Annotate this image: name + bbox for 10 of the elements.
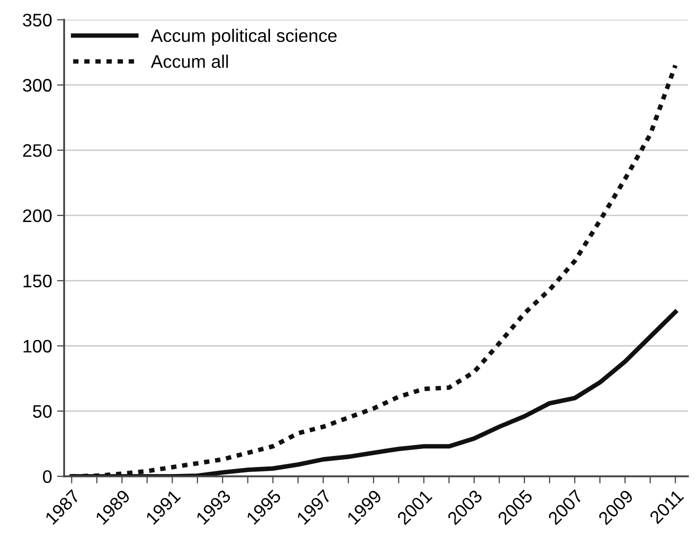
y-tick-label: 300 xyxy=(22,78,52,92)
y-tick-label: 250 xyxy=(23,144,52,157)
y-tick-label: 200 xyxy=(23,209,52,222)
legend-label: Accum all xyxy=(150,54,228,68)
y-tick-label: 100 xyxy=(24,340,52,353)
y-tick-label: 350 xyxy=(22,14,52,26)
y-tick-label: 150 xyxy=(24,274,52,288)
legend-label: Accum political science xyxy=(150,28,337,46)
y-tick-label: 50 xyxy=(32,405,52,418)
y-tick-label: 0 xyxy=(42,470,52,484)
